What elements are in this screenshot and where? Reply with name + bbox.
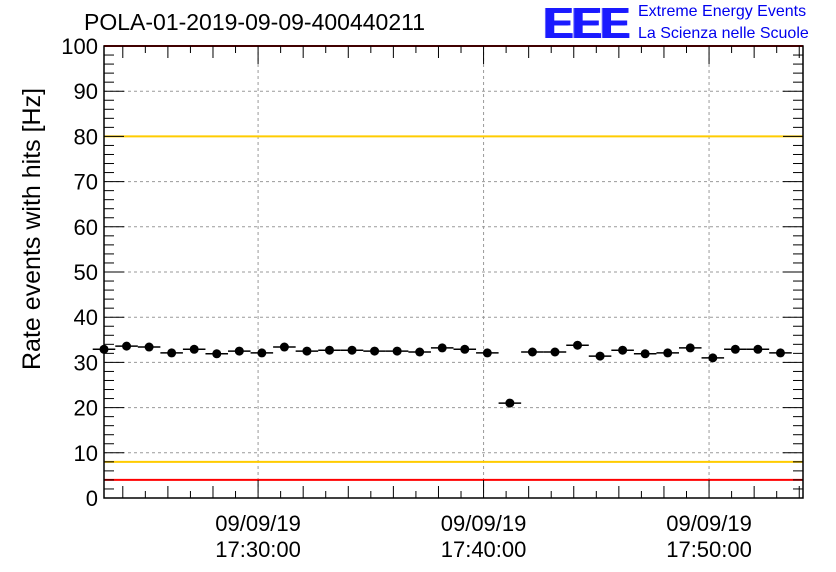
data-point (437, 343, 447, 353)
y-tick-label: 10 (74, 441, 98, 466)
axis-ticks (104, 45, 803, 499)
threshold-lines (104, 45, 803, 481)
y-tick-label: 60 (74, 215, 98, 240)
data-point (527, 347, 537, 357)
x-tick-date: 09/09/19 (441, 511, 527, 536)
y-axis-label: Rate events with hits [Hz] (18, 87, 46, 370)
y-tick-label: 50 (74, 260, 98, 285)
data-point (460, 344, 470, 354)
data-point (663, 348, 673, 358)
data-point (640, 349, 650, 359)
data-point (189, 344, 199, 354)
data-point (730, 344, 740, 354)
data-point (753, 344, 763, 354)
data-points (92, 340, 792, 408)
x-tick-time: 17:40:00 (441, 537, 527, 562)
data-point (618, 345, 628, 355)
data-point (685, 343, 695, 353)
data-point (99, 344, 109, 354)
data-point (550, 347, 560, 357)
y-tick-label: 20 (74, 396, 98, 421)
x-tick-date: 09/09/19 (215, 511, 301, 536)
data-point (708, 353, 718, 363)
y-tick-labels: 0 10 20 30 40 50 60 70 80 90 100 (61, 34, 98, 511)
logo-tagline-1: Extreme Energy Events (638, 3, 807, 20)
y-tick-label: 80 (74, 124, 98, 149)
data-point (775, 348, 785, 358)
data-point (573, 340, 583, 350)
grid-lines (104, 46, 803, 498)
data-point (279, 342, 289, 352)
data-point (212, 349, 222, 359)
data-point (167, 348, 177, 358)
data-point (415, 347, 425, 357)
y-tick-label: 100 (61, 34, 98, 59)
data-point (392, 346, 402, 356)
x-tick-time: 17:30:00 (215, 537, 301, 562)
chart-title: POLA-01-2019-09-09-400440211 (84, 9, 425, 35)
data-point (324, 345, 334, 355)
plot-frame (103, 45, 804, 499)
data-point (257, 348, 267, 358)
logo-tagline-2: La Scienza nelle Scuole (638, 25, 809, 42)
data-point (595, 351, 605, 361)
data-point (482, 348, 492, 358)
data-point (302, 346, 312, 356)
data-point (144, 342, 154, 352)
y-tick-label: 40 (74, 305, 98, 330)
data-point (347, 345, 357, 355)
x-tick-labels: 09/09/1917:30:0009/09/1917:40:0009/09/19… (215, 511, 752, 562)
x-tick-date: 09/09/19 (666, 511, 752, 536)
y-tick-label: 0 (86, 486, 98, 511)
x-tick-time: 17:50:00 (666, 537, 752, 562)
y-tick-label: 70 (74, 170, 98, 195)
data-point (234, 346, 244, 356)
eee-logo: EEE (543, 0, 629, 48)
y-tick-label: 90 (74, 79, 98, 104)
data-point (505, 398, 515, 408)
data-point (122, 341, 132, 351)
y-tick-label: 30 (74, 350, 98, 375)
data-point (370, 346, 380, 356)
